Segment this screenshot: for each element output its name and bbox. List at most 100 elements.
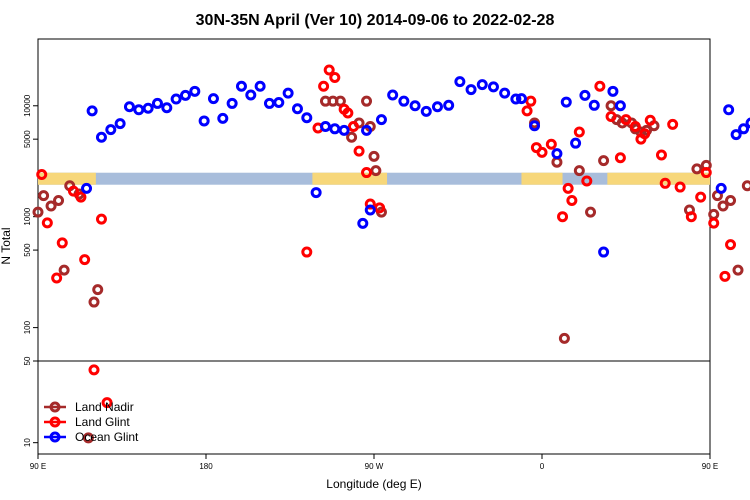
point-ocean-glint-26 (319, 121, 331, 133)
point-land-nadir-1 (38, 190, 50, 202)
point-ocean-glint-17 (235, 80, 247, 92)
point-land-glint-42 (667, 118, 679, 130)
point-ocean-glint-30 (361, 124, 373, 136)
point-land-glint-41 (659, 177, 671, 189)
chart-title: 30N-35N April (Ver 10) 2014-09-06 to 202… (196, 12, 555, 29)
point-ocean-glint-24 (301, 112, 313, 124)
point-ocean-glint-32 (375, 114, 387, 126)
data-points (32, 64, 750, 444)
point-ocean-glint-25 (310, 187, 322, 199)
point-land-glint-40 (655, 149, 667, 161)
point-land-nadir-41 (732, 264, 744, 276)
point-ocean-glint-29 (357, 217, 369, 229)
point-ocean-glint-48 (560, 96, 572, 108)
y-top-tick-label-2: 1000 (23, 207, 32, 225)
point-ocean-glint-58 (738, 123, 750, 135)
point-ocean-glint-18 (245, 89, 257, 101)
point-ocean-glint-10 (170, 93, 182, 105)
point-ocean-glint-27 (329, 123, 341, 135)
y-bottom-tick-label-0: 10 (23, 438, 32, 447)
point-ocean-glint-13 (198, 115, 210, 127)
point-ocean-glint-57 (730, 129, 742, 141)
point-land-glint-8 (95, 213, 107, 225)
point-land-nadir-4 (58, 264, 70, 276)
point-ocean-glint-5 (123, 101, 135, 113)
point-land-glint-4 (67, 185, 79, 197)
point-land-nadir-22 (558, 332, 570, 344)
point-land-glint-3 (56, 237, 68, 249)
y-bottom-tick-label-1: 50 (23, 356, 32, 365)
point-ocean-glint-14 (207, 93, 219, 105)
point-land-nadir-7 (82, 432, 94, 444)
point-land-glint-38 (639, 128, 651, 140)
point-ocean-glint-44 (510, 93, 522, 105)
point-ocean-glint-33 (387, 89, 399, 101)
point-land-nadir-8 (88, 296, 100, 308)
x-tick-label-1: 180 (199, 462, 213, 471)
point-ocean-glint-35 (409, 100, 421, 112)
x-tick-label-0: 90 E (30, 462, 46, 471)
point-land-nadir-9 (92, 284, 104, 296)
point-land-nadir-42 (741, 180, 750, 192)
point-land-nadir-12 (334, 95, 346, 107)
land-segment-2 (521, 172, 563, 185)
point-ocean-glint-7 (142, 102, 154, 114)
point-land-glint-7 (88, 364, 100, 376)
point-ocean-glint-11 (179, 89, 191, 101)
point-ocean-glint-37 (431, 101, 443, 113)
point-land-nadir-17 (368, 150, 380, 162)
y-top-tick-label-4: 10000 (23, 94, 32, 117)
point-land-nadir-39 (717, 200, 729, 212)
point-land-nadir-0 (32, 206, 44, 218)
point-land-glint-23 (525, 95, 537, 107)
point-ocean-glint-28 (338, 124, 350, 136)
point-ocean-glint-15 (217, 112, 229, 124)
point-land-nadir-24 (585, 206, 597, 218)
point-land-glint-30 (573, 126, 585, 138)
point-land-glint-39 (644, 114, 656, 126)
point-land-glint-35 (620, 114, 632, 126)
point-ocean-glint-36 (420, 105, 432, 117)
point-ocean-glint-39 (454, 76, 466, 88)
point-ocean-glint-38 (443, 99, 455, 111)
point-land-glint-21 (374, 202, 386, 214)
point-land-glint-29 (566, 194, 578, 206)
y-top-tick-label-1: 500 (23, 243, 32, 257)
point-ocean-glint-0 (81, 182, 93, 194)
point-land-glint-33 (605, 111, 617, 123)
point-land-nadir-23 (573, 165, 585, 177)
point-land-glint-36 (629, 121, 641, 133)
point-land-glint-9 (101, 397, 113, 409)
point-land-glint-49 (725, 239, 737, 251)
point-ocean-glint-53 (607, 85, 619, 97)
point-land-glint-45 (695, 191, 707, 203)
point-ocean-glint-16 (226, 97, 238, 109)
y-top-tick-label-3: 5000 (23, 130, 32, 148)
point-ocean-glint-20 (263, 97, 275, 109)
point-land-nadir-15 (361, 95, 373, 107)
series-ocean-glint (81, 76, 750, 258)
point-ocean-glint-59 (745, 117, 750, 129)
point-land-glint-13 (323, 64, 335, 76)
legend-label-ocean-glint: Ocean Glint (75, 430, 139, 444)
point-land-glint-2 (51, 272, 63, 284)
point-ocean-glint-42 (487, 81, 499, 93)
point-ocean-glint-8 (151, 97, 163, 109)
point-ocean-glint-6 (133, 104, 145, 116)
point-ocean-glint-51 (588, 99, 600, 111)
point-land-glint-43 (674, 181, 686, 193)
y-axis-label: N Total (0, 227, 13, 264)
point-land-glint-16 (342, 107, 354, 119)
point-ocean-glint-47 (551, 148, 563, 160)
point-land-nadir-40 (725, 194, 737, 206)
point-land-glint-47 (708, 217, 720, 229)
point-land-glint-10 (301, 246, 313, 258)
point-land-nadir-21 (551, 156, 563, 168)
axis-ticks: 90 E 180 90 W 0 90 E 100 500 1000 5000 10000 10 50 (23, 94, 718, 471)
point-land-nadir-18 (370, 165, 382, 177)
legend-label-land-nadir: Land Nadir (75, 400, 134, 414)
point-ocean-glint-46 (529, 120, 541, 132)
point-ocean-glint-23 (291, 103, 303, 115)
point-ocean-glint-49 (570, 137, 582, 149)
point-ocean-glint-56 (723, 104, 735, 116)
